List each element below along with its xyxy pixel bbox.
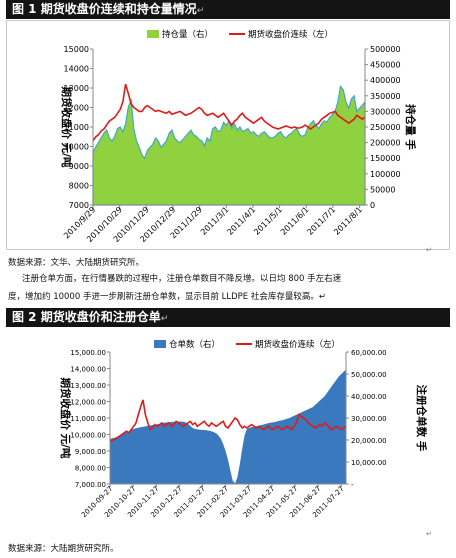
y-right-tick-label: 400000 bbox=[370, 76, 401, 85]
figure2-title: 图 2 期货收盘价和注册仓单 bbox=[12, 310, 161, 324]
y-left-tick-label: 8000 bbox=[69, 182, 89, 191]
legend-label-line: 期货收盘价连续（左） bbox=[248, 29, 333, 40]
y-right-tick-label: 350000 bbox=[370, 92, 401, 101]
y-left-tick-label: 13000 bbox=[64, 84, 89, 93]
y-right-tick-label: 10,000.00 bbox=[351, 459, 387, 467]
y-right-tick-label: 450000 bbox=[370, 61, 401, 70]
y-left-tick-label: 11000 bbox=[64, 123, 89, 132]
series-line bbox=[109, 399, 347, 442]
y-right-tick-label: 250000 bbox=[370, 123, 401, 132]
figure2-chart: 7,000.00 8,000.00 9,000.00 10,000.00 11,000.… bbox=[6, 330, 450, 537]
y-left-tick-label: 15,000.00 bbox=[70, 349, 106, 357]
y-axis-title-right: 注册仓单数 手 bbox=[415, 385, 428, 452]
y-right-tick-label: 100000 bbox=[370, 170, 401, 179]
y-left-tick-label: 9000 bbox=[69, 162, 89, 171]
series-area bbox=[92, 85, 366, 206]
y-right-tick-label: - bbox=[351, 481, 354, 489]
y-right-tick-label: 30,000.00 bbox=[351, 415, 387, 423]
y-left-tick-label: 14,000.00 bbox=[70, 366, 106, 374]
y-left-tick-label: 12000 bbox=[64, 104, 89, 113]
y-right-tick-label: 60,000.00 bbox=[351, 349, 387, 357]
legend-swatch-area bbox=[147, 30, 159, 38]
corner-mark-1: ↵ bbox=[426, 246, 432, 254]
y-right-tick-label: 500000 bbox=[370, 45, 401, 54]
y-right-tick-label: 300000 bbox=[370, 107, 401, 116]
y-right-tick-label: 20,000.00 bbox=[351, 437, 387, 445]
figure2-title-bar: 图 2 期货收盘价和注册仓单↵ bbox=[6, 308, 450, 327]
figure1-svg: 7000 8000 9000 10000 11000 12000 13000 14000 150… bbox=[60, 29, 417, 244]
figure1-title-mark: ↵ bbox=[196, 6, 205, 16]
figure2-source: 数据来源：大陆期货研究所。 bbox=[8, 544, 119, 554]
y-axis-title-left: 期货收盘价 元/吨 bbox=[60, 87, 73, 168]
y-left-tick-label: 7000 bbox=[69, 201, 89, 210]
y-axis-title-right: 持仓量 手 bbox=[404, 104, 417, 150]
y-axis-title-left: 期货收盘价 元/吨 bbox=[59, 378, 72, 459]
legend-label-area: 持仓量（右） bbox=[162, 29, 213, 40]
y-left-tick-label: 10000 bbox=[64, 143, 89, 152]
y-left-tick-label: 11,000.00 bbox=[70, 415, 106, 423]
y-right-tick-label: 50,000.00 bbox=[351, 371, 387, 379]
paragraph-line-2: 度，增加约 10000 手进一步刷新注册仓单数，显示目前 LLDPE 社会库存量… bbox=[8, 292, 326, 302]
figure1-chart: 7000 8000 9000 10000 11000 12000 13000 14000 150… bbox=[6, 20, 450, 250]
figure1-title-bar: 图 1 期货收盘价连续和持仓量情况↵ bbox=[6, 0, 450, 19]
figure1-title: 图 1 期货收盘价连续和持仓量情况 bbox=[12, 2, 197, 16]
y-right-tick-label: 40,000.00 bbox=[351, 393, 387, 401]
legend-label-line: 期货收盘价连续（左） bbox=[255, 339, 340, 350]
series-area bbox=[110, 369, 346, 484]
corner-mark-2: ↵ bbox=[426, 530, 432, 538]
y-right-tick-label: 150000 bbox=[370, 154, 401, 163]
y-right-tick-label: 200000 bbox=[370, 139, 401, 148]
paragraph: 注册仓单方面，在行情暴跌的过程中，注册仓单数目不降反增。以日均 800 手左右速… bbox=[8, 270, 448, 306]
series-line bbox=[92, 83, 366, 142]
paragraph-line-1: 注册仓单方面，在行情暴跌的过程中，注册仓单数目不降反增。以日均 800 手左右速 bbox=[22, 274, 342, 284]
legend-label-area: 仓单数（右） bbox=[169, 339, 220, 350]
y-right-tick-label: 50000 bbox=[370, 185, 395, 194]
y-left-tick-label: 12,000.00 bbox=[70, 399, 106, 407]
y-left-tick-label: 9,000.00 bbox=[75, 448, 106, 456]
y-left-tick-label: 10,000.00 bbox=[70, 432, 106, 440]
y-left-tick-label: 13,000.00 bbox=[70, 382, 106, 390]
x-tick-label: 2011/8/1 bbox=[332, 205, 364, 237]
y-left-tick-label: 14000 bbox=[64, 65, 89, 74]
figure1-source: 数据来源：文华、大陆期货研究所。 bbox=[8, 258, 145, 268]
y-left-tick-label: 7,000.00 bbox=[75, 481, 106, 489]
y-left-tick-label: 8,000.00 bbox=[75, 465, 106, 473]
y-left-tick-label: 15000 bbox=[64, 45, 89, 54]
legend-swatch-area bbox=[154, 340, 166, 348]
figure2-svg: 7,000.00 8,000.00 9,000.00 10,000.00 11,000.… bbox=[59, 339, 428, 519]
y-right-tick-label: 0 bbox=[370, 201, 375, 210]
figure2-title-mark: ↵ bbox=[160, 314, 169, 324]
